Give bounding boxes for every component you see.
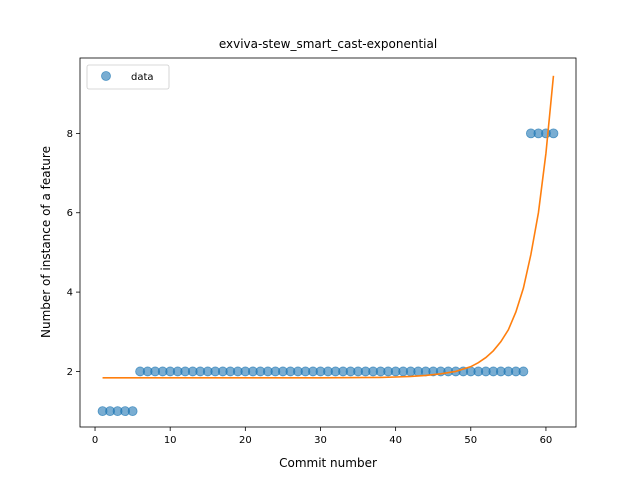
- y-tick-label: 8: [67, 129, 73, 140]
- x-tick-label: 40: [389, 435, 402, 446]
- plot-background: [80, 58, 576, 427]
- x-axis: 0 10 20 30 40 50 60: [92, 427, 552, 446]
- data-point: [548, 128, 559, 139]
- chart-title: exviva-stew_smart_cast-exponential: [219, 37, 437, 51]
- y-axis: 2 4 6 8: [67, 129, 80, 378]
- x-tick-label: 0: [92, 435, 98, 446]
- data-point: [518, 366, 529, 377]
- legend-marker-data: [101, 71, 111, 81]
- plot-area: [97, 75, 559, 417]
- plot-frame: [79, 57, 577, 428]
- legend-box: [86, 64, 170, 90]
- y-tick-label: 4: [67, 288, 73, 299]
- x-tick-label: 50: [464, 435, 477, 446]
- x-tick-label: 20: [239, 435, 252, 446]
- y-axis-label: Number of instance of a feature: [39, 146, 53, 338]
- legend: data: [86, 64, 170, 90]
- data-point: [127, 406, 138, 417]
- legend-label-data: data: [131, 72, 154, 83]
- x-tick-label: 10: [164, 435, 177, 446]
- fit-line: [102, 75, 555, 379]
- y-tick-label: 2: [67, 367, 73, 378]
- x-tick-label: 60: [540, 435, 553, 446]
- y-tick-label: 6: [67, 208, 73, 219]
- x-axis-label: Commit number: [279, 456, 377, 470]
- x-tick-label: 30: [314, 435, 327, 446]
